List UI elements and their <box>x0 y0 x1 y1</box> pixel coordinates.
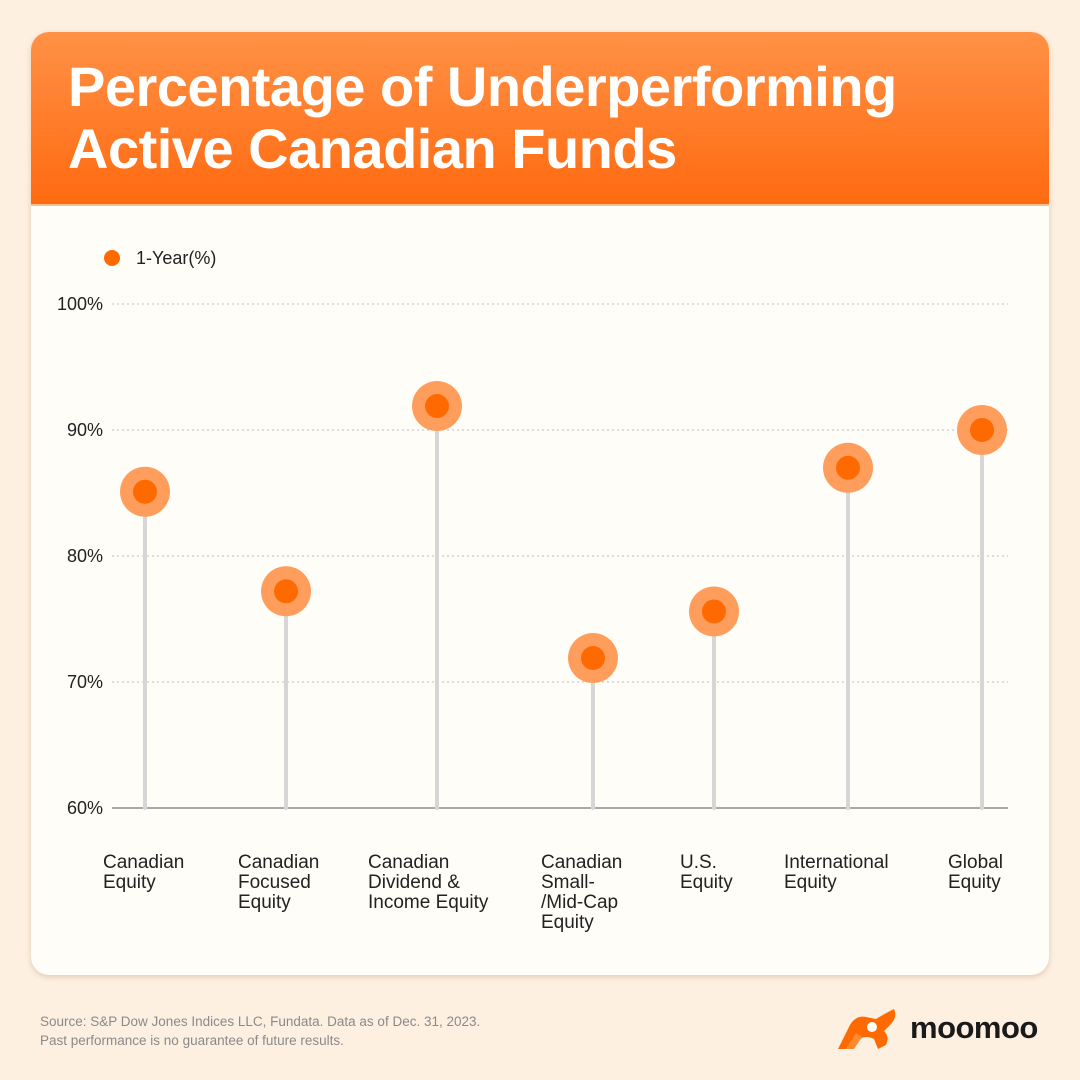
legend-label: 1-Year(%) <box>136 248 216 268</box>
chart-card: Percentage of Underperforming Active Can… <box>31 32 1049 975</box>
chart-title: Percentage of Underperforming Active Can… <box>68 56 897 180</box>
moomoo-bull-logo-icon <box>838 1009 896 1049</box>
x-category-label: Canadian Dividend & Income Equity <box>368 852 489 913</box>
gridlines <box>112 303 1008 809</box>
source-note: Source: S&P Dow Jones Indices LLC, Funda… <box>40 1012 480 1050</box>
data-point <box>581 646 605 671</box>
lollipop-stems <box>143 404 984 810</box>
brand-logo: moomoo <box>836 1004 1038 1052</box>
data-point <box>133 479 157 504</box>
y-tick-label: 100% <box>57 294 103 314</box>
brand-name: moomoo <box>910 1010 1038 1045</box>
lollipop-points <box>120 381 1007 684</box>
source-line: Source: S&P Dow Jones Indices LLC, Funda… <box>40 1014 481 1029</box>
legend: 1-Year(%) <box>104 248 216 268</box>
x-category-label: Canadian Small- /Mid-Cap Equity <box>541 852 623 933</box>
y-tick-label: 60% <box>67 798 103 818</box>
y-axis-ticks: 100% 90% 80% 70% 60% <box>57 294 103 818</box>
x-category-label: Canadian Focused Equity <box>238 852 320 913</box>
data-point <box>425 394 449 419</box>
data-point <box>702 599 726 624</box>
x-category-label: Canadian Equity <box>103 852 185 893</box>
disclaimer-line: Past performance is no guarantee of futu… <box>40 1033 344 1048</box>
x-category-label: International Equity <box>784 852 889 893</box>
chart-title-line-2: Active Canadian Funds <box>68 117 677 180</box>
chart-header: Percentage of Underperforming Active Can… <box>31 32 1049 206</box>
data-point <box>970 418 994 442</box>
legend-marker <box>104 250 120 266</box>
y-tick-label: 80% <box>67 546 103 566</box>
x-category-label: Global Equity <box>948 852 1003 893</box>
y-tick-label: 70% <box>67 672 103 692</box>
data-point <box>836 455 860 480</box>
y-tick-label: 90% <box>67 420 103 440</box>
data-point <box>274 579 298 604</box>
x-category-label: U.S. Equity <box>680 852 733 893</box>
chart-title-line-1: Percentage of Underperforming <box>68 55 897 118</box>
